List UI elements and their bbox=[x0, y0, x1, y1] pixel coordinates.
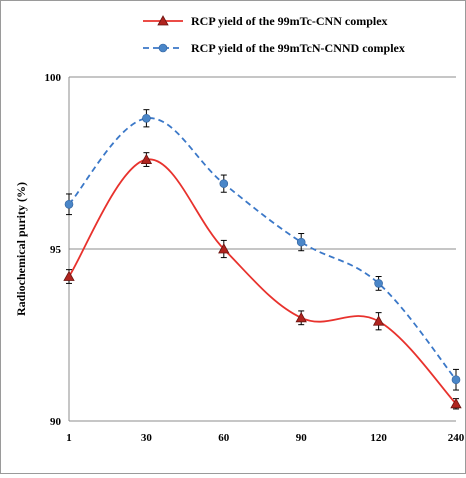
data-point bbox=[218, 243, 230, 254]
series-layer bbox=[63, 109, 462, 410]
data-point bbox=[451, 375, 461, 385]
y-axis-label: Radiochemical purity (%) bbox=[14, 182, 28, 316]
x-tick-label: 120 bbox=[370, 432, 387, 444]
x-tick-label: 90 bbox=[296, 432, 308, 444]
axes: 90 95 100 1 30 60 90 120 240 bbox=[45, 72, 465, 444]
x-tick-label: 30 bbox=[141, 432, 153, 444]
data-point bbox=[63, 270, 75, 281]
legend-entry: RCP yield of the 99mTc-CNN complex bbox=[191, 14, 388, 28]
data-point bbox=[64, 199, 74, 209]
legend-swatch-marker bbox=[158, 43, 168, 53]
series-line bbox=[68, 117, 457, 381]
series-1 bbox=[63, 152, 462, 410]
y-tick-label: 90 bbox=[50, 416, 62, 428]
data-point bbox=[295, 311, 307, 323]
data-point bbox=[372, 315, 385, 326]
data-point bbox=[140, 153, 153, 164]
x-tick-label: 60 bbox=[218, 432, 230, 444]
series-line bbox=[68, 158, 457, 405]
data-point bbox=[374, 279, 383, 288]
data-point bbox=[450, 397, 462, 409]
x-tick-label: 240 bbox=[448, 432, 465, 444]
data-point bbox=[219, 179, 229, 188]
data-point bbox=[296, 237, 306, 247]
legend-swatch-marker bbox=[157, 15, 169, 26]
y-tick-label: 100 bbox=[45, 72, 62, 84]
legend-entry: RCP yield of the 99mTcN-CNND complex bbox=[191, 41, 405, 55]
legend: RCP yield of the 99mTc-CNN complex RCP yi… bbox=[143, 14, 405, 55]
data-point bbox=[142, 113, 151, 123]
x-tick-label: 1 bbox=[66, 432, 72, 444]
series-2 bbox=[64, 109, 461, 391]
y-tick-label: 95 bbox=[50, 244, 62, 256]
